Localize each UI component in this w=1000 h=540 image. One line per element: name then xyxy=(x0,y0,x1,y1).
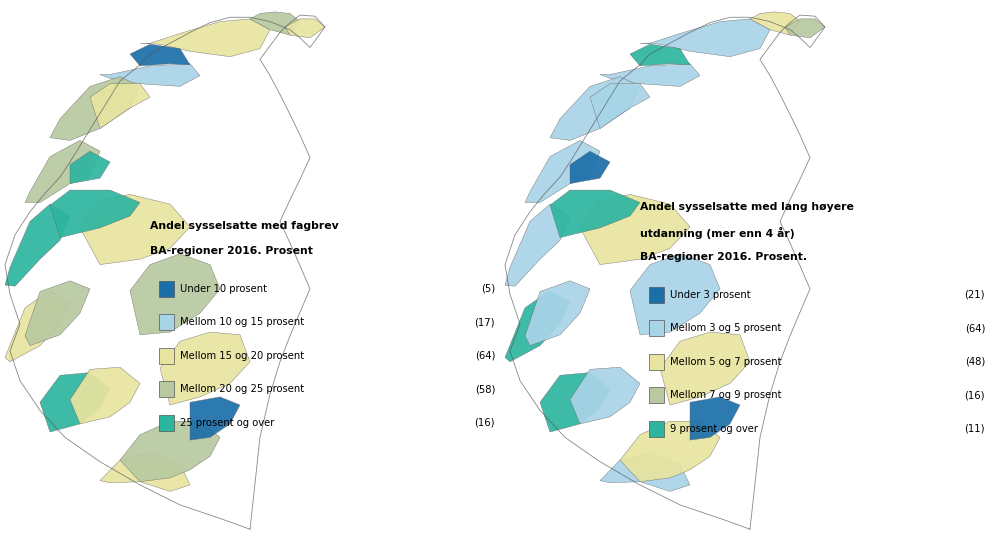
Polygon shape xyxy=(160,332,250,405)
Bar xyxy=(649,320,664,336)
Polygon shape xyxy=(785,19,825,38)
Bar xyxy=(159,314,174,330)
Polygon shape xyxy=(25,281,90,346)
Text: Andel sysselsatte med lang høyere: Andel sysselsatte med lang høyere xyxy=(640,202,854,213)
Text: Andel sysselsatte med fagbrev: Andel sysselsatte med fagbrev xyxy=(150,221,339,232)
Text: (64): (64) xyxy=(475,351,495,361)
Text: Under 3 prosent: Under 3 prosent xyxy=(670,290,751,300)
Polygon shape xyxy=(600,64,700,86)
Text: (58): (58) xyxy=(475,384,495,394)
Polygon shape xyxy=(620,421,720,482)
Polygon shape xyxy=(640,19,770,57)
Polygon shape xyxy=(550,77,640,140)
Polygon shape xyxy=(80,194,190,265)
Polygon shape xyxy=(5,291,70,362)
Text: Mellom 5 og 7 prosent: Mellom 5 og 7 prosent xyxy=(670,357,782,367)
Text: BA-regioner 2016. Prosent.: BA-regioner 2016. Prosent. xyxy=(640,252,807,262)
Polygon shape xyxy=(600,453,690,491)
Text: 25 prosent og over: 25 prosent og over xyxy=(180,418,274,428)
Bar xyxy=(159,281,174,297)
Text: Mellom 3 og 5 prosent: Mellom 3 og 5 prosent xyxy=(670,323,781,333)
Polygon shape xyxy=(250,12,300,35)
Polygon shape xyxy=(750,12,800,35)
Text: 9 prosent og over: 9 prosent og over xyxy=(670,424,758,434)
Text: Mellom 20 og 25 prosent: Mellom 20 og 25 prosent xyxy=(180,384,304,394)
Polygon shape xyxy=(540,373,610,432)
Polygon shape xyxy=(5,204,70,286)
Polygon shape xyxy=(525,281,590,346)
Polygon shape xyxy=(120,421,220,482)
Text: utdanning (mer enn 4 år): utdanning (mer enn 4 år) xyxy=(640,227,795,239)
Polygon shape xyxy=(525,140,600,202)
Polygon shape xyxy=(100,64,200,86)
Polygon shape xyxy=(70,367,140,424)
Text: BA-regioner 2016. Prosent: BA-regioner 2016. Prosent xyxy=(150,246,313,256)
Polygon shape xyxy=(50,190,140,238)
Polygon shape xyxy=(130,254,220,335)
Text: Under 10 prosent: Under 10 prosent xyxy=(180,284,267,294)
Polygon shape xyxy=(140,19,270,57)
Polygon shape xyxy=(570,367,640,424)
Polygon shape xyxy=(570,151,610,184)
Text: (16): (16) xyxy=(964,390,985,400)
Polygon shape xyxy=(660,332,750,405)
Polygon shape xyxy=(505,204,570,286)
Bar xyxy=(649,354,664,370)
Text: (17): (17) xyxy=(475,318,495,327)
Text: Mellom 7 og 9 prosent: Mellom 7 og 9 prosent xyxy=(670,390,782,400)
Bar xyxy=(649,387,664,403)
Polygon shape xyxy=(580,194,690,265)
Polygon shape xyxy=(630,44,690,66)
Text: Mellom 10 og 15 prosent: Mellom 10 og 15 prosent xyxy=(180,318,304,327)
Bar xyxy=(649,287,664,303)
Text: (21): (21) xyxy=(964,290,985,300)
Text: Mellom 15 og 20 prosent: Mellom 15 og 20 prosent xyxy=(180,351,304,361)
Text: (48): (48) xyxy=(965,357,985,367)
Bar xyxy=(159,415,174,431)
Bar xyxy=(649,421,664,437)
Polygon shape xyxy=(90,84,150,129)
Polygon shape xyxy=(40,373,110,432)
Text: (16): (16) xyxy=(475,418,495,428)
Text: (5): (5) xyxy=(481,284,495,294)
Polygon shape xyxy=(550,190,640,238)
Polygon shape xyxy=(590,84,650,129)
Text: (11): (11) xyxy=(964,424,985,434)
Bar xyxy=(159,381,174,397)
Polygon shape xyxy=(25,140,100,202)
Polygon shape xyxy=(130,44,190,66)
Polygon shape xyxy=(690,397,740,440)
Bar xyxy=(159,348,174,364)
Polygon shape xyxy=(70,151,110,184)
Polygon shape xyxy=(190,397,240,440)
Polygon shape xyxy=(630,254,720,335)
Polygon shape xyxy=(285,19,325,38)
Text: (64): (64) xyxy=(965,323,985,333)
Polygon shape xyxy=(100,453,190,491)
Polygon shape xyxy=(50,77,140,140)
Polygon shape xyxy=(505,291,570,362)
